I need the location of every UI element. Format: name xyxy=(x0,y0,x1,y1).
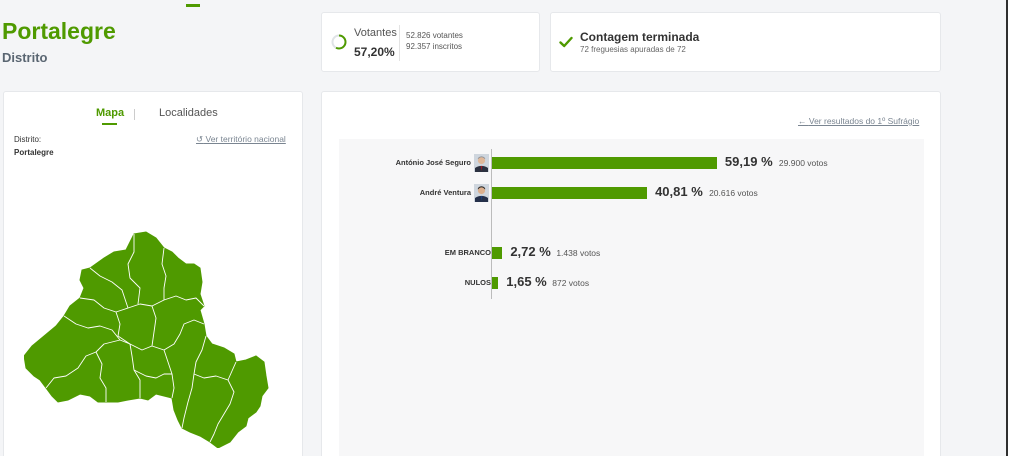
avatar xyxy=(474,184,489,202)
contagem-card: Contagem terminada 72 freguesias apurada… xyxy=(550,12,941,72)
page-title: Portalegre xyxy=(2,18,116,44)
candidate-name: André Ventura xyxy=(419,188,471,197)
results-card: ← Ver resultados do 1º Sufrágio António … xyxy=(321,91,941,456)
municipality-border xyxy=(115,311,205,351)
result-row-seguro: António José Seguro 59,19 % 29.900 votos xyxy=(339,153,924,175)
window-margin xyxy=(1008,0,1024,456)
result-bar xyxy=(492,187,648,199)
first-round-results-link[interactable]: ← Ver resultados do 1º Sufrágio xyxy=(798,116,919,126)
arrow-left-icon: ← xyxy=(798,116,807,126)
result-votes: 20.616 votos xyxy=(709,188,758,198)
divider xyxy=(399,25,400,61)
national-territory-link[interactable]: ↺ Ver território nacional xyxy=(196,134,286,145)
votantes-label: Votantes xyxy=(354,27,397,39)
inscritos-count: 92.357 inscritos xyxy=(406,42,463,51)
contagem-subtitle: 72 freguesias apuradas de 72 xyxy=(580,45,686,54)
chart-axis xyxy=(491,149,492,299)
result-bar xyxy=(492,157,717,169)
district-map-outline[interactable] xyxy=(24,231,269,448)
result-row-nulos: NULOS 1,65 % 872 votos xyxy=(339,273,924,295)
district-map[interactable] xyxy=(24,228,284,448)
category-name: EM BRANCO xyxy=(444,248,491,257)
result-bar xyxy=(492,277,499,289)
municipality-border xyxy=(127,234,141,305)
map-card: Mapa Localidades Distrito: Portalegre ↺ … xyxy=(3,91,303,456)
result-percent: 1,65 % xyxy=(506,274,547,289)
municipality-border xyxy=(193,361,237,381)
results-chart: António José Seguro 59,19 % 29.900 votos… xyxy=(339,139,924,456)
tab-separator xyxy=(134,109,135,120)
municipality-border xyxy=(79,297,165,313)
participation-arc xyxy=(331,34,347,50)
page-subtitle: Distrito xyxy=(2,50,48,65)
result-bar xyxy=(492,247,503,259)
municipality-border xyxy=(95,351,107,402)
distrito-value: Portalegre xyxy=(14,148,54,157)
refresh-icon: ↺ xyxy=(196,134,204,144)
result-percent: 40,81 % xyxy=(655,184,703,199)
result-votes: 29.900 votos xyxy=(778,158,828,168)
municipality-border xyxy=(161,247,167,300)
distrito-label: Distrito: xyxy=(14,135,42,144)
municipality-border xyxy=(181,335,207,429)
municipality-border xyxy=(209,379,235,443)
candidate-name: António José Seguro xyxy=(395,158,471,167)
avatar xyxy=(474,154,489,172)
result-votes: 1.438 votos xyxy=(556,248,601,258)
contagem-title: Contagem terminada xyxy=(580,30,700,44)
first-round-results-link-label: Ver resultados do 1º Sufrágio xyxy=(808,116,920,126)
result-row-ventura: André Ventura 40,81 % 20.616 votos xyxy=(339,183,924,205)
municipality-border xyxy=(45,339,121,389)
tab-mapa[interactable]: Mapa xyxy=(96,107,125,119)
check-icon xyxy=(559,36,573,48)
municipality-border xyxy=(151,305,157,347)
window-edge xyxy=(1006,0,1008,456)
municipality-border xyxy=(89,267,129,309)
votantes-card: Votantes 57,20% 52.826 votantes 92.357 i… xyxy=(321,12,540,72)
votantes-count: 52.826 votantes xyxy=(406,31,463,40)
result-percent: 2,72 % xyxy=(510,244,551,259)
result-votes: 872 votos xyxy=(552,278,590,288)
tab-active-underline xyxy=(102,123,117,125)
result-percent: 59,19 % xyxy=(724,154,773,169)
municipality-border xyxy=(163,295,205,307)
national-territory-link-label: Ver território nacional xyxy=(205,134,286,144)
active-nav-indicator xyxy=(186,4,200,7)
tab-localidades[interactable]: Localidades xyxy=(159,107,218,119)
progress-ring-icon xyxy=(331,34,347,50)
votantes-percent: 57,20% xyxy=(354,45,395,59)
municipality-border xyxy=(133,369,172,379)
category-name: NULOS xyxy=(464,278,491,287)
result-row-em-branco: EM BRANCO 2,72 % 1.438 votos xyxy=(339,243,924,265)
